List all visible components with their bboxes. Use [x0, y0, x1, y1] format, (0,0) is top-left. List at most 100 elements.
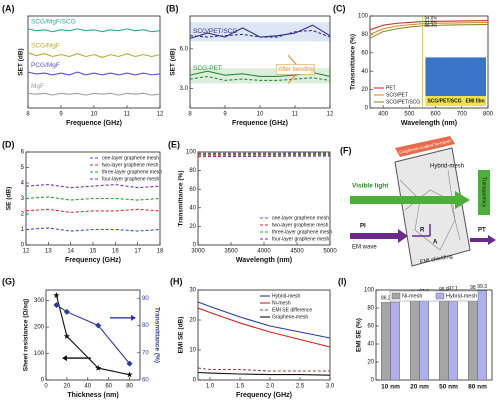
legend-label: SCG/PET/SCG	[193, 28, 237, 35]
legend-label: Hybrid-mesh	[272, 293, 301, 299]
x-tick-label: 50 nm	[439, 384, 458, 391]
legend-label: SCG/MgF	[31, 43, 60, 50]
series-line	[25, 183, 161, 189]
y-tick-label: 6.0	[180, 46, 189, 52]
series-line	[25, 196, 161, 201]
series-line	[189, 29, 331, 38]
marker	[126, 371, 133, 378]
y-tick-label: 300	[34, 298, 45, 304]
y-axis-label: SE (dB)	[6, 187, 13, 210]
x-tick-label: 60	[105, 384, 112, 390]
y2-tick-label: 60	[142, 378, 149, 384]
series-line	[27, 92, 161, 96]
annotation: EMI film	[465, 98, 485, 104]
annotation: After bending	[278, 67, 314, 73]
y-tick-label: 4	[21, 181, 25, 187]
bar-value-label: 86.2	[381, 296, 391, 302]
y-tick-label: 20	[367, 360, 374, 366]
y-tick-label: 100	[358, 14, 369, 20]
x-tick-label: 9	[223, 112, 227, 118]
series-line	[197, 367, 330, 372]
series-line	[369, 20, 489, 31]
x-tick-label: 10	[91, 112, 98, 118]
annotation-arrow	[287, 55, 297, 65]
bar-value-label: 98	[470, 285, 476, 291]
bar-value-label: 99.3	[477, 284, 487, 290]
legend-label: Graphene-mesh	[272, 314, 308, 320]
legend-label: four-layer graphene mesh	[272, 236, 329, 242]
x-tick-label: 20 nm	[410, 384, 429, 391]
y-tick-label: 100	[364, 288, 375, 294]
x-tick-label: 11	[124, 112, 131, 118]
y2-axis-label: Transmittance (%)	[153, 307, 160, 363]
bar	[477, 290, 487, 381]
y-tick-label: 60	[189, 187, 196, 193]
x-axis-label: Wavelength (nm)	[236, 257, 292, 264]
bar	[381, 302, 391, 381]
y-tick-label: 40	[189, 205, 196, 211]
panel-label: (D)	[2, 139, 15, 149]
x-tick-label: 12	[23, 249, 30, 255]
em-arrow	[470, 235, 496, 245]
x-tick-label: 17	[134, 249, 141, 255]
series-line	[369, 23, 489, 39]
panel-label: (F)	[340, 145, 352, 155]
x-tick-label: 12	[327, 112, 334, 118]
legend-box	[389, 290, 479, 302]
y2-tick-label: 90	[142, 296, 149, 302]
y-tick-label: 0	[41, 378, 45, 384]
legend-label: MgF	[31, 83, 44, 90]
y-tick-label: 0	[365, 106, 369, 112]
series-line	[25, 227, 161, 232]
annotation: 94.0%	[424, 16, 437, 21]
y-tick-label: 20	[189, 224, 196, 230]
marker	[126, 360, 133, 367]
legend-label: two-layer graphene mesh	[102, 162, 159, 168]
series-line	[369, 21, 489, 35]
x-tick-label: 4000	[257, 249, 271, 255]
y-tick-label: 10	[189, 348, 196, 354]
annotation: 91.6%	[424, 19, 437, 24]
legend-label: two-layer graphene mesh	[272, 222, 329, 228]
x-tick-label: 8	[188, 112, 192, 118]
x-tick-label: 400	[378, 112, 389, 118]
y-tick-label: 40	[367, 342, 374, 348]
annotation: SCG/PET/SCG	[427, 98, 461, 104]
plot-frame	[375, 289, 493, 381]
series-line	[27, 52, 161, 58]
legend-label: PCG/MgF	[31, 62, 60, 69]
axis-arrowhead	[131, 314, 136, 321]
x-axis-label: Wavelength (nm)	[401, 120, 457, 127]
x-tick-label: 15	[90, 249, 97, 255]
diagram-text: EMI shielding	[420, 254, 454, 266]
series-line	[25, 208, 161, 214]
diagram-text: EM wave	[352, 245, 377, 251]
x-axis-label: Frequency (GHz)	[65, 257, 121, 264]
x-tick-label: 80	[126, 384, 133, 390]
legend-label: one-layer graphene mesh	[102, 155, 159, 161]
legend-label: three-layer graphene mesh	[272, 229, 332, 235]
y-tick-label: 200	[34, 325, 45, 331]
x-tick-label: 3000	[191, 249, 205, 255]
panel-label: (E)	[168, 139, 180, 149]
x-tick-label: 8	[26, 112, 30, 118]
panel-label: (C)	[333, 3, 346, 13]
y-tick-label: 80	[189, 168, 196, 174]
diagram-text: Hybrid-mesh	[430, 164, 464, 170]
annotation-arrow	[287, 74, 297, 84]
bar	[410, 297, 420, 381]
series-line	[55, 295, 130, 376]
x-tick-label: 500	[404, 112, 415, 118]
x-tick-label: 18	[157, 249, 164, 255]
y-tick-label: 0	[21, 243, 25, 249]
y-axis-label: Transmittance (%)	[350, 34, 357, 90]
y-axis-label: SET (dB)	[18, 48, 25, 75]
marker	[63, 333, 71, 339]
plot-frame	[369, 15, 489, 109]
axis-arrowhead	[62, 355, 67, 362]
x-tick-label: 3500	[224, 249, 238, 255]
diagram-f: (F) Graphene-coated Ni-mesh Hybrid-mesh …	[340, 136, 496, 267]
diagram-text: Visible light	[352, 183, 389, 190]
marker	[95, 364, 102, 371]
